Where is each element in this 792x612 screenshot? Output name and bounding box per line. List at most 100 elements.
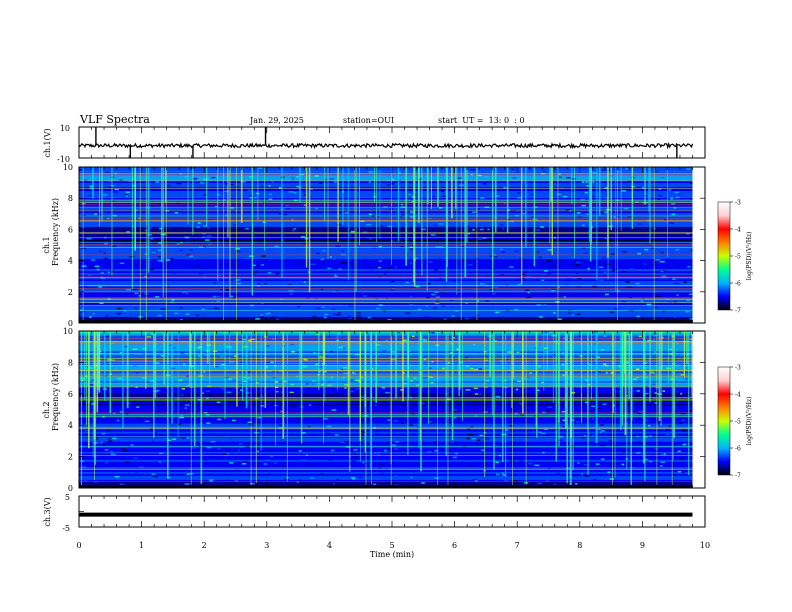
x-tick-label: 7 bbox=[515, 541, 520, 550]
ch1-spec-speckle bbox=[184, 236, 190, 239]
ch2-spec-speckle bbox=[496, 473, 500, 476]
ch2-spec-speckle bbox=[111, 454, 115, 456]
ch2-spec-speckle bbox=[232, 336, 238, 338]
ch1-spec-speckle bbox=[105, 316, 108, 318]
ch1-spec-speckle bbox=[384, 205, 389, 207]
ch2-spec-speckle bbox=[186, 375, 190, 378]
ch2-spec-speckle bbox=[447, 362, 451, 364]
ch1-spec-speckle bbox=[246, 230, 251, 233]
ch2-spec-speckle bbox=[488, 462, 492, 465]
ch1-spec-speckle bbox=[184, 176, 187, 178]
ch2-spec-speckle bbox=[115, 433, 119, 435]
ch1-spec-speckle bbox=[426, 282, 431, 285]
ch1-spec-speckle bbox=[260, 302, 264, 305]
ch1-spec-speckle bbox=[174, 312, 179, 315]
ch2-spec-speckle bbox=[615, 464, 620, 467]
ch2-spec-speckle bbox=[120, 394, 123, 396]
ch2-spec-speckle bbox=[375, 430, 380, 433]
ch1-spec-speckle bbox=[346, 184, 352, 187]
ch2-spec-speckle bbox=[591, 418, 594, 420]
ch1-spec-speckle bbox=[438, 207, 443, 209]
ch2-spec-speckle bbox=[450, 441, 454, 443]
ch2-spec-speckle bbox=[167, 439, 172, 442]
ch1-spec-speckle bbox=[480, 197, 485, 199]
ch1-spec-speckle bbox=[576, 261, 581, 264]
ch1-spec-speckle bbox=[134, 292, 139, 295]
ch2-spec-speckle bbox=[496, 441, 500, 444]
ch1-spec-speckle bbox=[423, 316, 429, 318]
ch1-spec-speckle bbox=[679, 312, 683, 315]
ch2-spec-speckle bbox=[644, 458, 650, 461]
ch1-spec-speckle bbox=[203, 225, 208, 227]
ch1-spec-band bbox=[79, 299, 693, 302]
ch1-spec-speckle bbox=[499, 224, 504, 226]
ch1-spec-speckle bbox=[293, 228, 297, 230]
ch1-spec-speckle bbox=[391, 180, 394, 183]
ch1-spec-speckle bbox=[109, 185, 113, 188]
ch2-spec-speckle bbox=[465, 389, 471, 391]
ch2-spec-speckle bbox=[442, 367, 445, 370]
ch1-spec-band bbox=[79, 211, 693, 214]
ch2-spec-speckle bbox=[171, 367, 175, 370]
ch2-spec-speckle bbox=[654, 402, 658, 404]
ch1-spec-speckle bbox=[145, 293, 149, 295]
ch2-spec-speckle bbox=[309, 477, 315, 479]
ch2-spec-speckle bbox=[519, 460, 523, 462]
ch2-spec-speckle bbox=[123, 450, 128, 452]
ch1-spec-speckle bbox=[239, 258, 242, 261]
ch2-spec-speckle bbox=[422, 377, 428, 379]
ch2-spec-speckle bbox=[206, 413, 210, 416]
ch1-spec-speckle bbox=[288, 191, 294, 193]
ch2-spec-speckle bbox=[472, 343, 476, 346]
ch2-spec-speckle bbox=[184, 483, 190, 485]
ch1-spec-speckle bbox=[683, 281, 687, 284]
ch2-spec-speckle bbox=[521, 416, 527, 419]
ch2-spec-band bbox=[79, 405, 693, 408]
ch1-spec-speckle bbox=[502, 178, 506, 180]
ch2-spec-speckle bbox=[397, 332, 401, 334]
ch1-spec-speckle bbox=[158, 234, 163, 237]
ch1-spec-speckle bbox=[612, 179, 616, 182]
ch2-spec-speckle bbox=[473, 387, 478, 390]
ch1-spec-speckle bbox=[334, 274, 337, 276]
ch1-spec-speckle bbox=[492, 263, 497, 266]
ch1-spec-band bbox=[79, 169, 693, 172]
ch1-spec-speckle bbox=[119, 262, 125, 265]
ch1-spec-speckle bbox=[179, 306, 183, 309]
ch2-spec-speckle bbox=[214, 365, 219, 368]
ch2-spec-speckle bbox=[229, 462, 234, 464]
ch2-spec-speckle bbox=[329, 350, 334, 353]
ch2-spec-speckle bbox=[171, 347, 176, 349]
ch2-colorbar-tick-label: -3 bbox=[735, 365, 741, 372]
ch1-spec-speckle bbox=[547, 249, 553, 251]
ch2-spec-speckle bbox=[154, 432, 158, 435]
ch2-spec-speckle bbox=[661, 337, 664, 339]
ch2-spec-speckle bbox=[435, 344, 440, 346]
ch1-spec-speckle bbox=[373, 195, 377, 198]
ch2-spec-speckle bbox=[479, 434, 484, 437]
ch1-spec-speckle bbox=[673, 301, 678, 303]
ch3-ylabel: ch.3(V) bbox=[43, 497, 52, 526]
ch1-spec-speckle bbox=[678, 281, 681, 284]
ch2-spec-speckle bbox=[678, 422, 683, 424]
ch1-spec-speckle bbox=[570, 255, 575, 258]
ch2-spec-speckle bbox=[332, 482, 336, 485]
ch1-spec-speckle bbox=[567, 278, 570, 280]
ch1-spec-speckle bbox=[438, 223, 444, 225]
ch1-spec-band bbox=[79, 199, 693, 202]
ch2-spec-speckle bbox=[266, 361, 270, 363]
x-tick-label: 1 bbox=[139, 541, 144, 550]
ch1-spec-speckle bbox=[585, 213, 589, 215]
ch2-spec-speckle bbox=[665, 433, 670, 436]
ch1-spec-speckle bbox=[432, 228, 436, 230]
ch1-spec-speckle bbox=[218, 274, 222, 277]
ch1-spec-speckle bbox=[122, 184, 127, 186]
ch2-spec-speckle bbox=[278, 424, 283, 427]
ch2-spec-speckle bbox=[225, 453, 230, 455]
ch2-spec-speckle bbox=[600, 445, 606, 447]
ch1-spec-speckle bbox=[614, 244, 619, 247]
ch2-spec-speckle bbox=[248, 392, 251, 394]
ch2-spec-speckle bbox=[609, 478, 614, 480]
